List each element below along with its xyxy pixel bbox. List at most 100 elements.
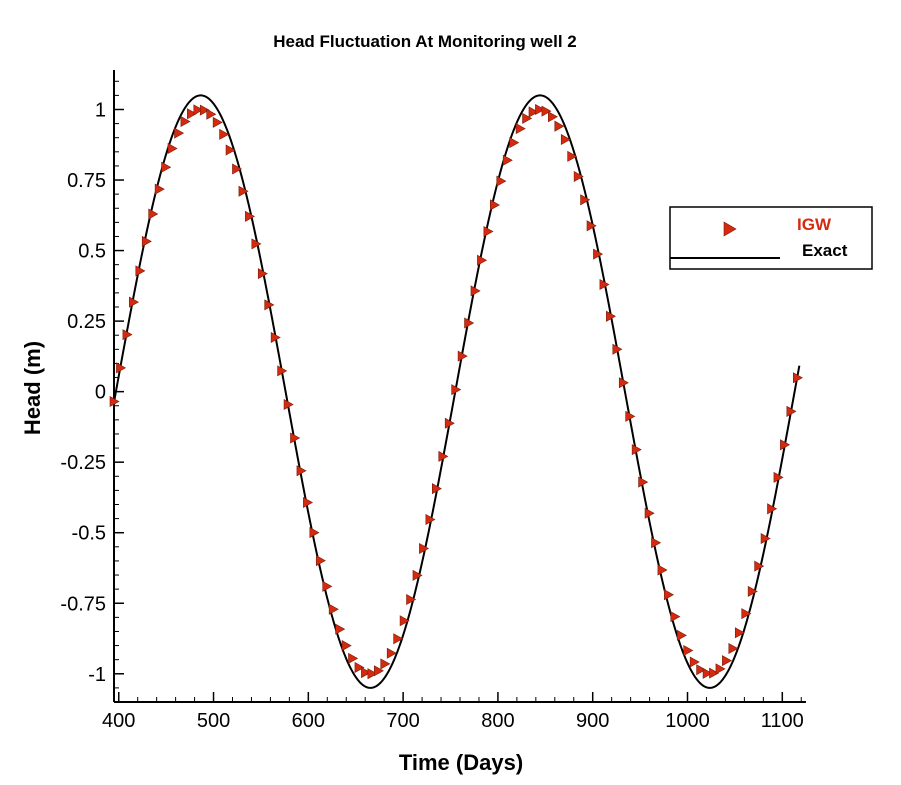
igw-marker: [367, 668, 378, 680]
igw-marker: [464, 317, 475, 329]
igw-marker: [715, 663, 726, 675]
igw-marker: [335, 623, 346, 635]
igw-marker: [541, 105, 552, 117]
igw-marker: [277, 365, 288, 377]
igw-marker: [548, 111, 558, 123]
igw-marker: [625, 410, 636, 422]
y-tick-label: 0: [95, 382, 106, 404]
igw-marker: [309, 527, 320, 539]
y-tick-label: -0.5: [72, 523, 106, 545]
igw-marker: [780, 439, 791, 451]
legend-exact-label: Exact: [802, 241, 848, 260]
igw-marker: [509, 137, 520, 149]
igw-marker: [328, 603, 339, 615]
igw-marker: [290, 432, 301, 444]
igw-marker: [631, 444, 642, 456]
igw-marker: [496, 175, 507, 187]
igw-marker: [741, 608, 752, 620]
igw-marker: [219, 128, 230, 140]
y-tick-label: 0.25: [67, 311, 106, 333]
igw-marker: [109, 396, 120, 408]
igw-marker: [322, 580, 333, 592]
x-tick-label: 500: [197, 710, 230, 732]
igw-marker: [438, 450, 449, 462]
igw-marker: [580, 194, 591, 206]
igw-marker: [296, 465, 307, 477]
igw-marker: [432, 483, 442, 495]
igw-marker: [599, 278, 610, 290]
igw-marker: [193, 104, 204, 116]
igw-marker: [760, 533, 771, 545]
igw-marker: [399, 615, 410, 627]
chart-title: Head Fluctuation At Monitoring well 2: [273, 32, 576, 51]
igw-marker: [477, 254, 488, 266]
igw-marker: [154, 183, 165, 195]
x-tick-label: 800: [481, 710, 514, 732]
igw-marker: [606, 310, 616, 322]
igw-marker: [728, 643, 739, 655]
igw-marker: [586, 220, 597, 232]
igw-marker: [341, 640, 352, 652]
igw-marker: [232, 163, 243, 175]
igw-marker: [683, 645, 694, 657]
igw-marker: [380, 658, 391, 670]
legend-igw-marker: [723, 221, 737, 237]
igw-marker: [257, 268, 268, 280]
igw-marker: [412, 569, 423, 581]
legend-igw-label: IGW: [797, 215, 832, 234]
igw-marker: [354, 661, 365, 673]
igw-marker: [644, 507, 655, 519]
igw-marker: [696, 664, 707, 676]
x-tick-label: 700: [386, 710, 419, 732]
igw-marker: [490, 199, 500, 211]
igw-marker: [483, 225, 494, 237]
igw-marker: [593, 248, 604, 260]
igw-marker: [361, 667, 372, 679]
x-tick-label: 1000: [665, 710, 710, 732]
igw-marker: [670, 611, 681, 623]
igw-marker: [251, 238, 262, 250]
igw-marker: [238, 185, 249, 197]
igw-marker: [664, 589, 674, 601]
igw-marker: [470, 285, 481, 297]
igw-marker: [206, 108, 217, 120]
igw-marker: [657, 564, 668, 576]
igw-marker: [315, 555, 326, 567]
y-tick-label: -0.25: [60, 452, 106, 474]
y-tick-label: -0.75: [60, 593, 106, 615]
x-tick-label: 400: [102, 710, 135, 732]
igw-marker: [451, 384, 462, 396]
igw-marker: [709, 667, 720, 679]
igw-marker: [212, 116, 223, 128]
igw-marker: [786, 405, 797, 417]
igw-marker: [303, 496, 313, 508]
igw-marker: [502, 154, 513, 166]
igw-marker: [174, 127, 185, 139]
igw-marker: [689, 656, 700, 668]
igw-marker: [457, 350, 468, 362]
plot-area: 1 0.75 0.5 0.25 0 -0.25 -0.5 -0.75 -1 400 500 600 7…: [60, 70, 806, 732]
igw-marker: [754, 560, 765, 572]
igw-marker: [187, 108, 197, 120]
y-tick-label: 0.75: [67, 170, 106, 192]
igw-marker: [264, 299, 275, 311]
igw-marker: [792, 372, 803, 384]
igw-marker: [702, 667, 713, 679]
igw-marker: [386, 647, 397, 659]
igw-marker: [618, 377, 629, 389]
igw-marker: [734, 627, 745, 639]
x-tick-label: 900: [576, 710, 609, 732]
igw-marker: [373, 665, 384, 677]
igw-marker: [167, 142, 178, 154]
x-axis-label: Time (Days): [399, 750, 523, 775]
igw-marker: [180, 116, 191, 128]
igw-marker: [612, 343, 623, 355]
igw-marker: [444, 417, 455, 429]
igw-marker: [522, 112, 533, 124]
igw-marker: [528, 106, 539, 118]
igw-marker: [348, 652, 359, 664]
y-tick-label: -1: [88, 664, 106, 686]
igw-marker: [767, 503, 778, 515]
x-tick-label: 1100: [761, 710, 804, 732]
exact-series-line: [113, 94, 801, 689]
